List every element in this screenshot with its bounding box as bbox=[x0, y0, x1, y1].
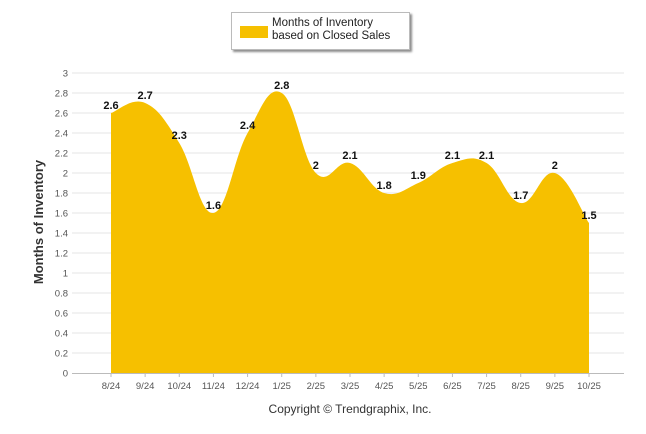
data-label: 2 bbox=[313, 160, 319, 172]
x-tick-label: 12/24 bbox=[236, 381, 260, 392]
x-tick-label: 7/25 bbox=[477, 381, 496, 392]
y-tick-label: 0 bbox=[63, 369, 68, 380]
x-tick-label: 4/25 bbox=[375, 381, 394, 392]
x-tick-label: 9/25 bbox=[546, 381, 565, 392]
data-label: 1.6 bbox=[206, 200, 221, 212]
y-tick-label: 1.4 bbox=[55, 229, 68, 240]
x-tick-label: 10/24 bbox=[167, 381, 191, 392]
data-label: 1.8 bbox=[376, 180, 391, 192]
x-tick-label: 2/25 bbox=[307, 381, 326, 392]
x-tick-label: 10/25 bbox=[577, 381, 601, 392]
data-label: 2.1 bbox=[445, 150, 460, 162]
data-label: 2.1 bbox=[479, 150, 494, 162]
data-label: 2.7 bbox=[137, 90, 152, 102]
data-labels: 2.6 2.7 2.3 1.6 2.4 2.8 2 2.1 1.8 1.9 2.1 2.1 1.7 2 1.… bbox=[103, 80, 596, 222]
y-tick-label: 0.8 bbox=[55, 289, 68, 300]
y-tick-label: 1.2 bbox=[55, 249, 68, 260]
y-tick-label: 2.4 bbox=[55, 129, 68, 140]
y-tick-label: 1 bbox=[63, 269, 68, 280]
x-tick-label: 5/25 bbox=[409, 381, 428, 392]
data-label: 2.1 bbox=[342, 150, 357, 162]
x-tick-label: 8/24 bbox=[102, 381, 121, 392]
legend-swatch bbox=[240, 26, 268, 38]
x-tick-label: 1/25 bbox=[272, 381, 291, 392]
x-tick-label: 6/25 bbox=[443, 381, 462, 392]
y-axis-title: Months of Inventory bbox=[31, 159, 46, 284]
data-label: 2.8 bbox=[274, 80, 289, 92]
area-series bbox=[111, 91, 589, 373]
y-tick-label: 2.2 bbox=[55, 149, 68, 160]
data-label: 2 bbox=[552, 160, 558, 172]
x-tick-label: 3/25 bbox=[341, 381, 360, 392]
y-tick-label: 0.6 bbox=[55, 309, 68, 320]
data-label: 2.3 bbox=[172, 130, 187, 142]
y-tick-label: 0.2 bbox=[55, 349, 68, 360]
y-tick-label: 1.6 bbox=[55, 209, 68, 220]
x-tick-label: 8/25 bbox=[511, 381, 530, 392]
y-axis-ticks: 0 0.2 0.4 0.6 0.8 1 1.2 1.4 1.6 1.8 2 2.2 2.4 2.6 2.8 3 bbox=[55, 69, 68, 380]
y-tick-label: 1.8 bbox=[55, 189, 68, 200]
data-label: 1.9 bbox=[411, 170, 426, 182]
data-label: 2.6 bbox=[103, 100, 118, 112]
y-tick-label: 3 bbox=[63, 69, 68, 80]
x-tick-label: 9/24 bbox=[136, 381, 155, 392]
y-tick-label: 2.6 bbox=[55, 109, 68, 120]
legend: Months of Inventory based on Closed Sale… bbox=[231, 12, 410, 50]
area-fill bbox=[111, 91, 589, 373]
y-tick-label: 2.8 bbox=[55, 89, 68, 100]
y-tick-label: 0.4 bbox=[55, 329, 68, 340]
y-tick-label: 2 bbox=[63, 169, 68, 180]
data-label: 2.4 bbox=[240, 120, 256, 132]
copyright-text: Copyright © Trendgraphix, Inc. bbox=[268, 402, 432, 416]
data-label: 1.7 bbox=[513, 190, 528, 202]
x-axis: 8/24 9/24 10/24 11/24 12/24 1/25 2/25 3/25 4/25 5… bbox=[72, 373, 624, 392]
x-tick-label: 11/24 bbox=[202, 381, 225, 392]
legend-label: Months of Inventory based on Closed Sale… bbox=[272, 17, 391, 42]
data-label: 1.5 bbox=[581, 210, 596, 222]
